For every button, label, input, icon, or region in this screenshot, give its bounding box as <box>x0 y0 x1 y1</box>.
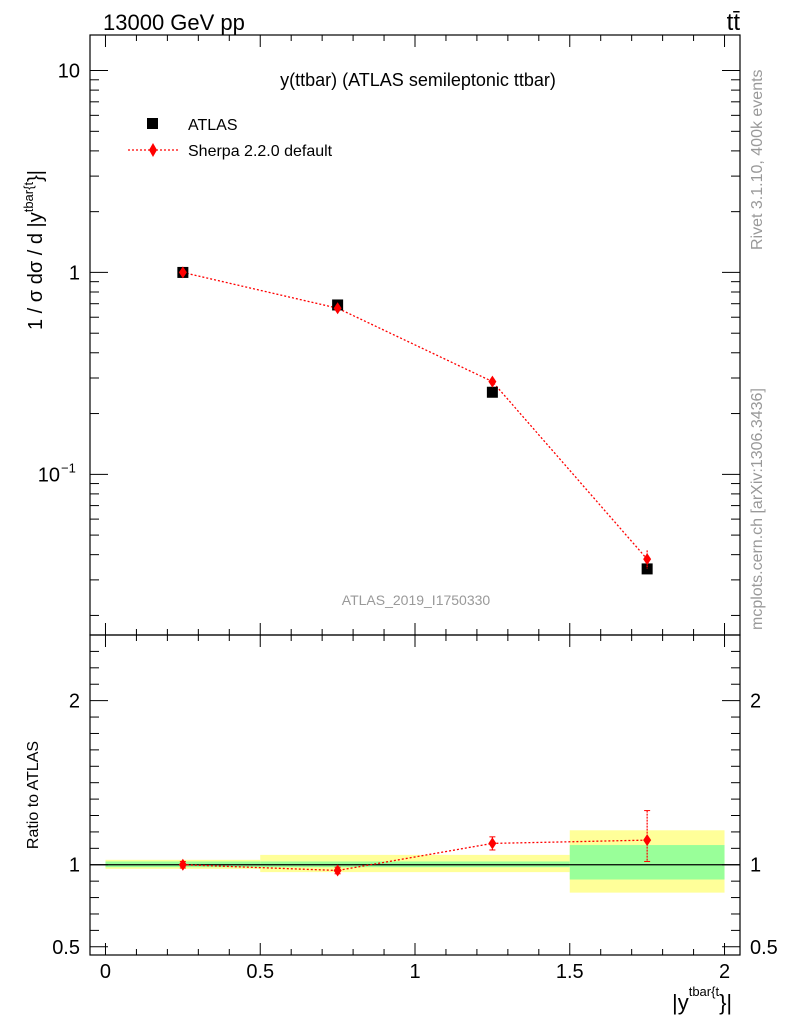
energy-label: 13000 GeV pp <box>103 10 245 35</box>
ratio-sherpa-point <box>643 834 652 847</box>
legend-sherpa-marker <box>149 143 157 157</box>
ratio-bands <box>105 830 725 893</box>
x-tick-label: 2 <box>719 961 730 983</box>
chart-title: y(ttbar) (ATLAS semileptonic ttbar) <box>280 70 556 90</box>
ratio-series <box>90 810 740 877</box>
main-ticks <box>90 35 740 635</box>
ratio-y-tick-label: 2 <box>69 691 80 713</box>
x-tick-label: 0 <box>100 961 111 983</box>
x-tick-label: 0.5 <box>246 961 274 983</box>
analysis-watermark: ATLAS_2019_I1750330 <box>342 592 491 608</box>
legend-atlas-label: ATLAS <box>188 117 238 134</box>
y-tick-label: 10 <box>38 464 60 486</box>
ratio-y-tick-label: 0.5 <box>52 937 80 959</box>
ratio-sherpa-point <box>333 864 342 877</box>
rivet-label: Rivet 3.1.10, 400k events <box>749 69 766 250</box>
y-tick-label: 10 <box>58 61 80 83</box>
ratio-y-tick-labels: 0.5 0.5 1 1 2 2 <box>52 691 778 959</box>
ratio-y-tick-label: 1 <box>69 855 80 877</box>
x-tick-label: 1.5 <box>556 961 584 983</box>
ratio-y-axis-label: Ratio to ATLAS <box>25 741 42 849</box>
x-axis-label: |ytbar{t}| <box>672 984 732 1015</box>
atlas-point <box>486 386 498 398</box>
sherpa-line <box>182 271 648 560</box>
ratio-sherpa-point <box>178 858 187 871</box>
ratio-y-tick-label-right: 2 <box>750 691 761 713</box>
main-series <box>177 266 653 575</box>
ratio-y-tick-label-right: 0.5 <box>750 937 778 959</box>
ratio-ticks <box>90 635 740 955</box>
ratio-y-tick-label-right: 1 <box>750 855 761 877</box>
y-tick-exponent: −1 <box>61 460 76 475</box>
sherpa-point <box>488 375 497 388</box>
x-tick-labels: 0 0.5 1 1.5 2 <box>100 961 730 983</box>
sherpa-point <box>333 302 342 315</box>
main-y-axis-label: 1 / σ dσ / d |ytbar{t}| <box>21 170 47 330</box>
sherpa-point <box>178 266 187 279</box>
legend: ATLAS Sherpa 2.2.0 default <box>128 117 333 160</box>
process-label: tt̄ <box>727 9 741 36</box>
legend-atlas-marker <box>147 118 158 129</box>
sherpa-point <box>643 553 652 566</box>
ratio-sherpa-point <box>488 837 497 850</box>
x-tick-label: 1 <box>409 961 420 983</box>
ratio-panel: 0.5 0.5 1 1 2 2 0 0.5 1 1.5 2 Ratio to ATLAS |ytb… <box>25 634 778 1015</box>
ratio-frame <box>89 634 741 956</box>
legend-sherpa-label: Sherpa 2.2.0 default <box>188 143 333 160</box>
ratio-sherpa-line <box>182 839 648 872</box>
mcplots-label: mcplots.cern.ch [arXiv:1306.3436] <box>749 388 766 630</box>
y-tick-label: 1 <box>69 262 80 284</box>
